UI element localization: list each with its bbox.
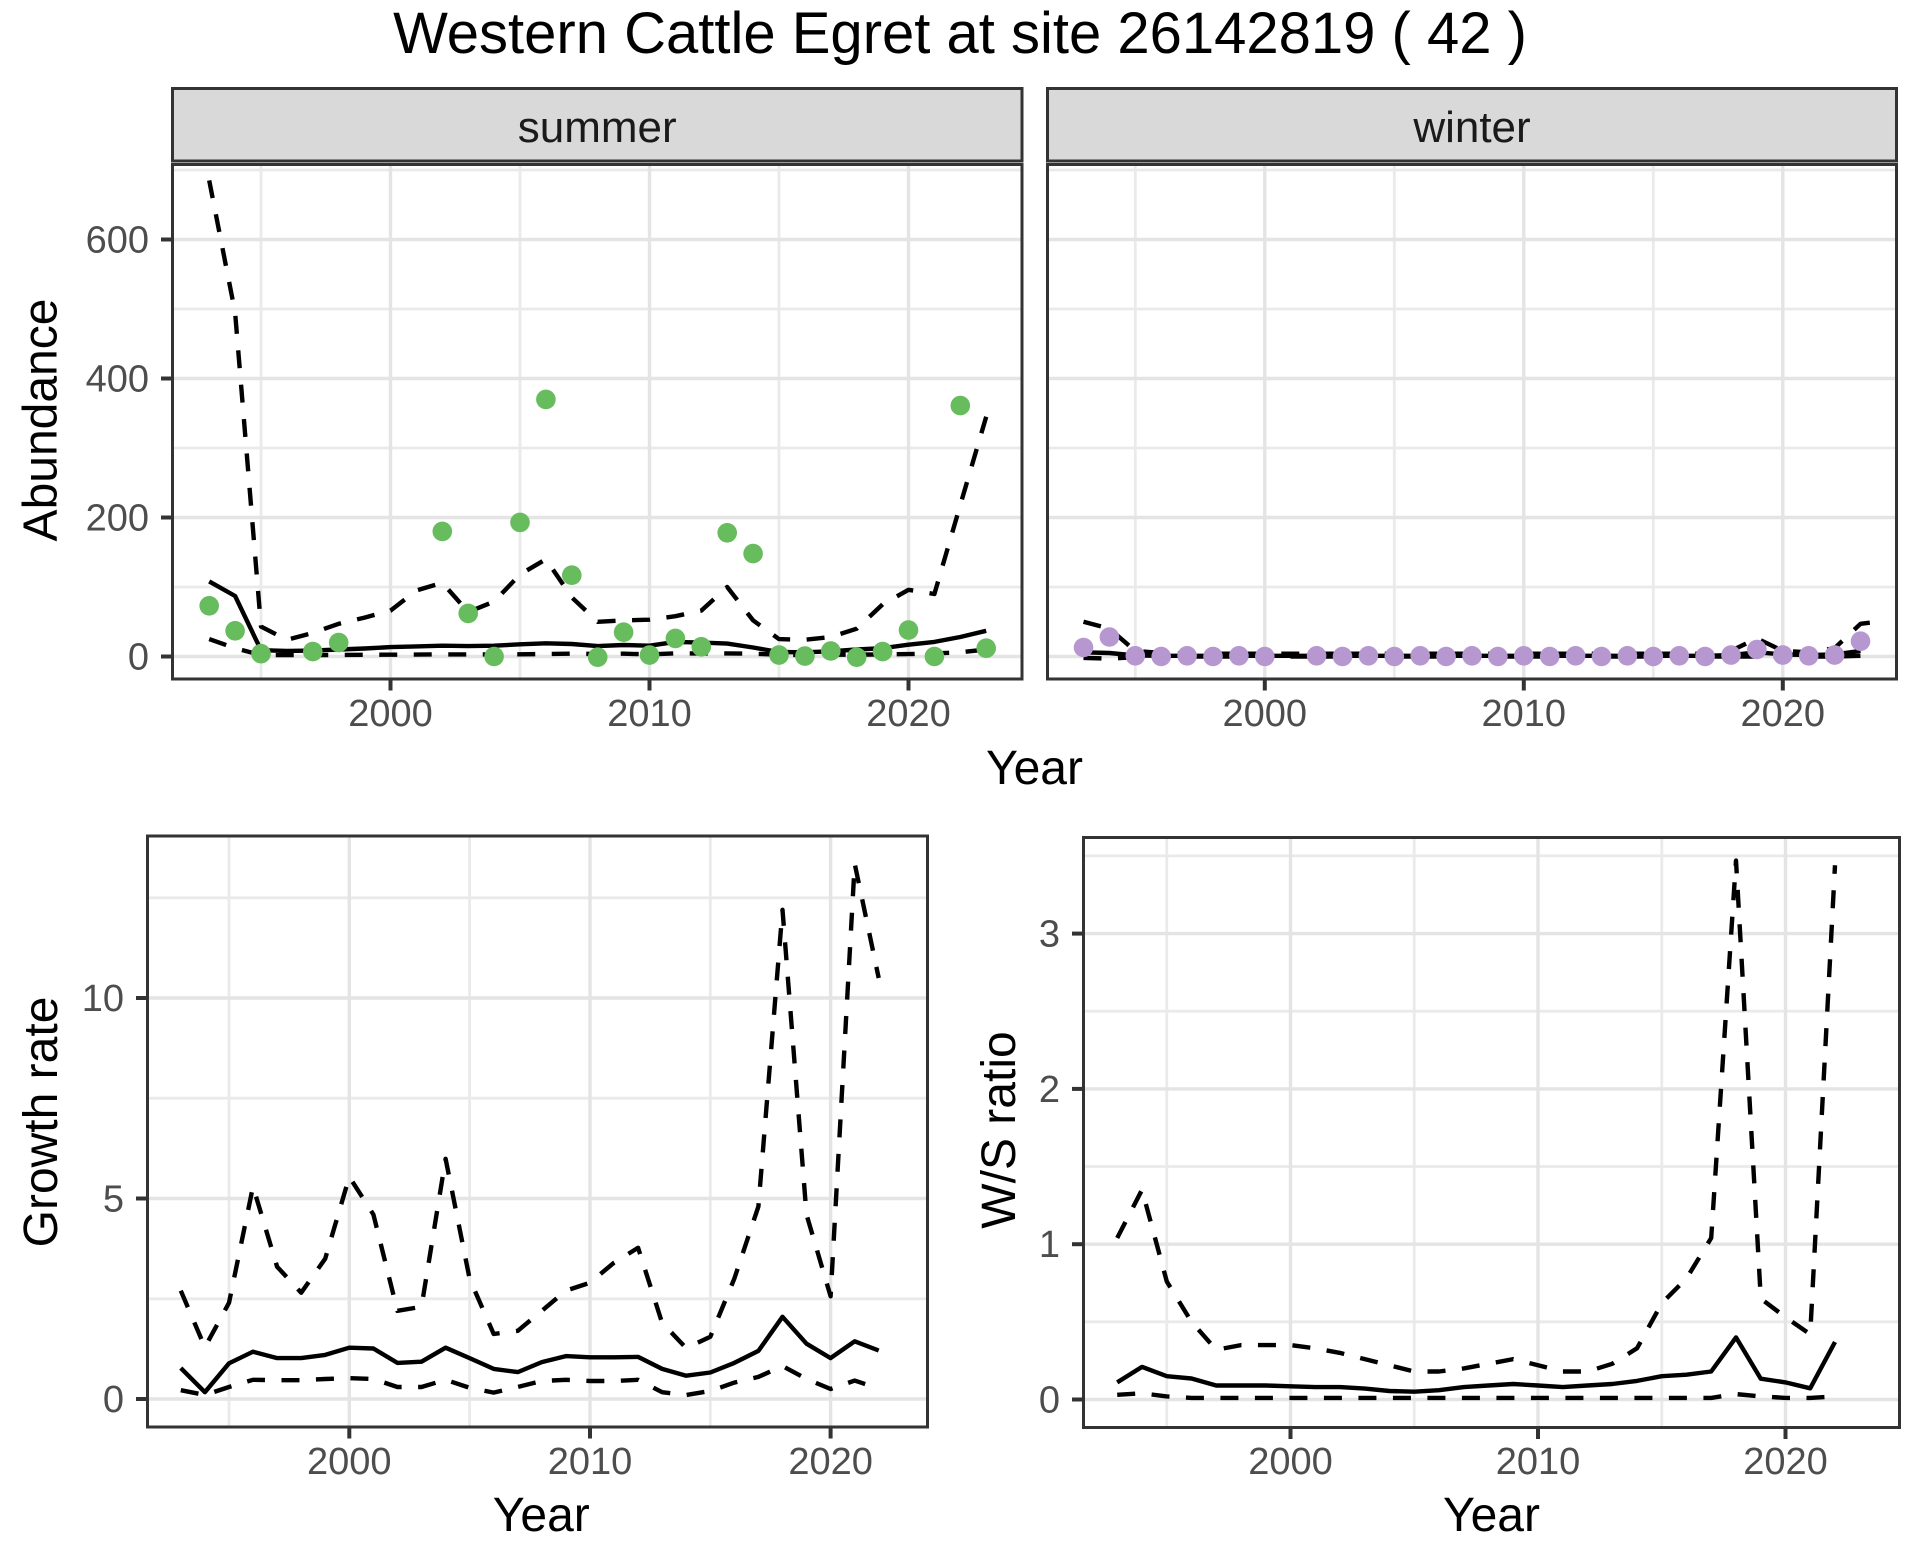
svg-text:winter: winter bbox=[1412, 103, 1530, 152]
svg-text:Western Cattle Egret at site 2: Western Cattle Egret at site 26142819 ( … bbox=[393, 1, 1527, 66]
svg-text:W/S ratio: W/S ratio bbox=[973, 1031, 1026, 1228]
svg-text:Year: Year bbox=[986, 742, 1083, 795]
svg-text:Year: Year bbox=[1443, 1489, 1540, 1542]
svg-text:400: 400 bbox=[86, 359, 149, 401]
svg-text:1: 1 bbox=[1039, 1224, 1060, 1266]
svg-text:3: 3 bbox=[1039, 914, 1060, 956]
svg-text:2000: 2000 bbox=[307, 1441, 392, 1483]
svg-text:2020: 2020 bbox=[1741, 693, 1826, 735]
svg-text:2010: 2010 bbox=[1496, 1441, 1581, 1483]
svg-text:600: 600 bbox=[86, 220, 149, 262]
svg-text:200: 200 bbox=[86, 498, 149, 540]
svg-text:2010: 2010 bbox=[548, 1441, 633, 1483]
svg-text:2020: 2020 bbox=[788, 1441, 873, 1483]
svg-text:2000: 2000 bbox=[348, 693, 433, 735]
svg-text:2020: 2020 bbox=[1743, 1441, 1828, 1483]
svg-text:2: 2 bbox=[1039, 1069, 1060, 1111]
svg-text:Year: Year bbox=[493, 1489, 590, 1542]
svg-text:2000: 2000 bbox=[1223, 693, 1308, 735]
svg-text:2010: 2010 bbox=[1482, 693, 1567, 735]
svg-text:5: 5 bbox=[103, 1179, 124, 1221]
svg-text:Growth rate: Growth rate bbox=[15, 997, 68, 1248]
svg-text:10: 10 bbox=[82, 978, 124, 1020]
svg-text:0: 0 bbox=[1039, 1380, 1060, 1422]
svg-text:0: 0 bbox=[103, 1379, 124, 1421]
svg-text:2000: 2000 bbox=[1248, 1441, 1333, 1483]
svg-text:Abundance: Abundance bbox=[15, 299, 68, 542]
svg-text:summer: summer bbox=[518, 103, 677, 152]
svg-text:2020: 2020 bbox=[866, 693, 951, 735]
svg-text:0: 0 bbox=[128, 637, 149, 679]
svg-text:2010: 2010 bbox=[607, 693, 692, 735]
